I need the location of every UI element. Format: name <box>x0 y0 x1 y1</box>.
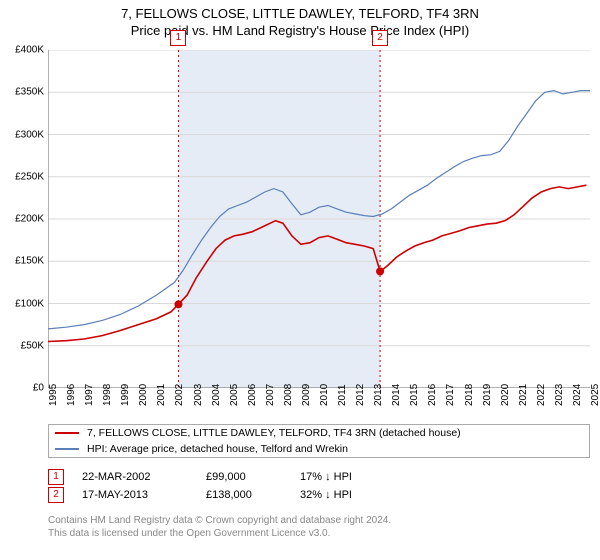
transaction-number: 1 <box>48 469 64 485</box>
title-line2: Price paid vs. HM Land Registry's House … <box>0 23 600 38</box>
y-tick-label: £250K <box>15 171 44 182</box>
title-line1: 7, FELLOWS CLOSE, LITTLE DAWLEY, TELFORD… <box>0 6 600 21</box>
legend: 7, FELLOWS CLOSE, LITTLE DAWLEY, TELFORD… <box>48 424 590 458</box>
x-tick-label: 2016 <box>427 384 438 406</box>
x-tick-label: 1998 <box>102 384 113 406</box>
x-tick-label: 2013 <box>373 384 384 406</box>
transaction-marker-label: 2 <box>372 30 388 46</box>
x-tick-label: 2000 <box>138 384 149 406</box>
legend-swatch <box>55 432 79 434</box>
transaction-delta: 17% ↓ HPI <box>300 471 380 483</box>
footer-line1: Contains HM Land Registry data © Crown c… <box>48 514 588 527</box>
transaction-number: 2 <box>48 487 64 503</box>
x-tick-label: 1996 <box>66 384 77 406</box>
x-tick-label: 2014 <box>391 384 402 406</box>
chart-frame: 7, FELLOWS CLOSE, LITTLE DAWLEY, TELFORD… <box>0 0 600 560</box>
x-tick-label: 1997 <box>84 384 95 406</box>
x-axis-labels: 1995199619971998199920002001200220032004… <box>48 388 590 418</box>
x-tick-label: 2001 <box>156 384 167 406</box>
y-tick-label: £300K <box>15 129 44 140</box>
x-tick-label: 2011 <box>337 384 348 406</box>
y-tick-label: £100K <box>15 298 44 309</box>
footer: Contains HM Land Registry data © Crown c… <box>48 514 588 540</box>
x-tick-label: 2015 <box>409 384 420 406</box>
transaction-marker-label: 1 <box>170 30 186 46</box>
y-tick-label: £400K <box>15 45 44 56</box>
legend-swatch <box>55 448 79 450</box>
x-tick-label: 2023 <box>554 384 565 406</box>
x-tick-label: 2024 <box>572 384 583 406</box>
transaction-row: 2 17-MAY-2013 £138,000 32% ↓ HPI <box>48 486 588 504</box>
transaction-delta: 32% ↓ HPI <box>300 489 380 501</box>
footer-line2: This data is licensed under the Open Gov… <box>48 527 588 540</box>
plot-area: £0£50K£100K£150K£200K£250K£300K£350K£400… <box>48 50 590 388</box>
x-tick-label: 2009 <box>301 384 312 406</box>
line-chart-svg <box>48 50 590 388</box>
x-tick-label: 2007 <box>265 384 276 406</box>
x-tick-label: 2022 <box>536 384 547 406</box>
x-tick-label: 2006 <box>247 384 258 406</box>
x-tick-label: 2019 <box>482 384 493 406</box>
transaction-price: £138,000 <box>206 489 276 501</box>
x-tick-label: 2018 <box>464 384 475 406</box>
y-tick-label: £50K <box>21 340 44 351</box>
titles: 7, FELLOWS CLOSE, LITTLE DAWLEY, TELFORD… <box>0 0 600 38</box>
x-tick-label: 2021 <box>518 384 529 406</box>
x-tick-label: 2017 <box>445 384 456 406</box>
x-tick-label: 2010 <box>319 384 330 406</box>
y-tick-label: £200K <box>15 214 44 225</box>
y-tick-label: £0 <box>33 383 44 394</box>
x-tick-label: 1999 <box>120 384 131 406</box>
x-tick-label: 2020 <box>500 384 511 406</box>
transactions-table: 1 22-MAR-2002 £99,000 17% ↓ HPI 2 17-MAY-2013… <box>48 468 588 504</box>
transaction-date: 17-MAY-2013 <box>82 489 182 501</box>
x-tick-label: 2003 <box>193 384 204 406</box>
legend-row: HPI: Average price, detached house, Telf… <box>49 441 589 457</box>
x-tick-label: 2002 <box>174 384 185 406</box>
x-tick-label: 2008 <box>283 384 294 406</box>
y-tick-label: £350K <box>15 87 44 98</box>
legend-row: 7, FELLOWS CLOSE, LITTLE DAWLEY, TELFORD… <box>49 425 589 441</box>
y-tick-label: £150K <box>15 256 44 267</box>
transaction-price: £99,000 <box>206 471 276 483</box>
legend-label: HPI: Average price, detached house, Telf… <box>87 443 348 455</box>
x-tick-label: 2004 <box>211 384 222 406</box>
transaction-row: 1 22-MAR-2002 £99,000 17% ↓ HPI <box>48 468 588 486</box>
transaction-date: 22-MAR-2002 <box>82 471 182 483</box>
x-tick-label: 2005 <box>229 384 240 406</box>
x-tick-label: 2025 <box>590 384 600 406</box>
legend-label: 7, FELLOWS CLOSE, LITTLE DAWLEY, TELFORD… <box>87 427 461 439</box>
x-tick-label: 2012 <box>355 384 366 406</box>
x-tick-label: 1995 <box>48 384 59 406</box>
